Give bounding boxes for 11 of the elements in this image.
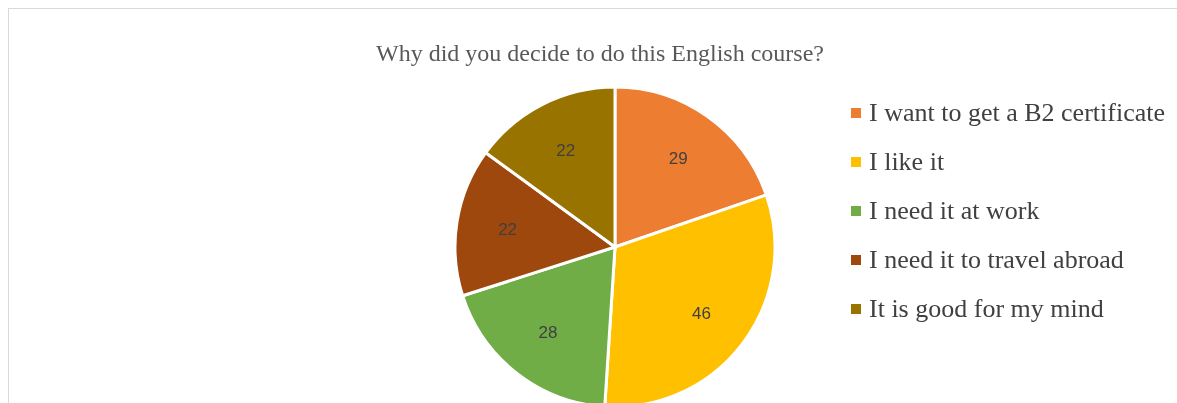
data-label: 22 bbox=[498, 220, 518, 240]
legend-label: I want to get a B2 certificate bbox=[869, 97, 1165, 128]
legend-label: I need it to travel abroad bbox=[869, 244, 1124, 275]
legend-label: I need it at work bbox=[869, 195, 1040, 226]
legend-label: It is good for my mind bbox=[869, 293, 1104, 324]
legend-label: I like it bbox=[869, 146, 945, 177]
data-label: 28 bbox=[538, 323, 558, 343]
data-label: 29 bbox=[668, 148, 688, 168]
chart-title: Why did you decide to do this English course? bbox=[375, 40, 825, 67]
data-label: 22 bbox=[556, 140, 576, 160]
data-label: 46 bbox=[692, 303, 711, 323]
